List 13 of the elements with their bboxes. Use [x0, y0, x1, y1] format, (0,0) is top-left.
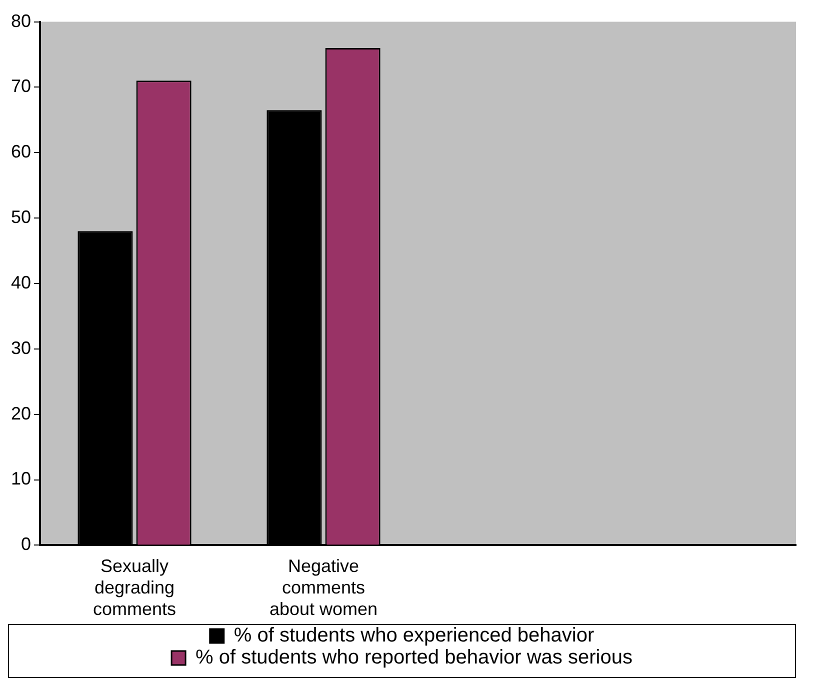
- y-tick-label: 40: [10, 272, 32, 292]
- x-tick-label: Sexually degrading comments: [93, 556, 176, 620]
- y-tick-label: 10: [10, 468, 32, 489]
- y-tick-label: 60: [10, 142, 32, 162]
- y-tick-label: 80: [10, 10, 32, 31]
- legend-label: % of students who reported behavior was serious: [196, 646, 632, 669]
- legend-label: % of students who experienced behavior: [234, 624, 594, 647]
- x-tick-label: Negative comments about women: [269, 556, 378, 620]
- y-tick-label: 50: [10, 207, 32, 228]
- y-tick-label: 20: [10, 403, 32, 424]
- y-tick-label: 70: [10, 76, 32, 96]
- y-tick-label: 0: [21, 534, 32, 554]
- y-tick-label: 30: [10, 338, 32, 358]
